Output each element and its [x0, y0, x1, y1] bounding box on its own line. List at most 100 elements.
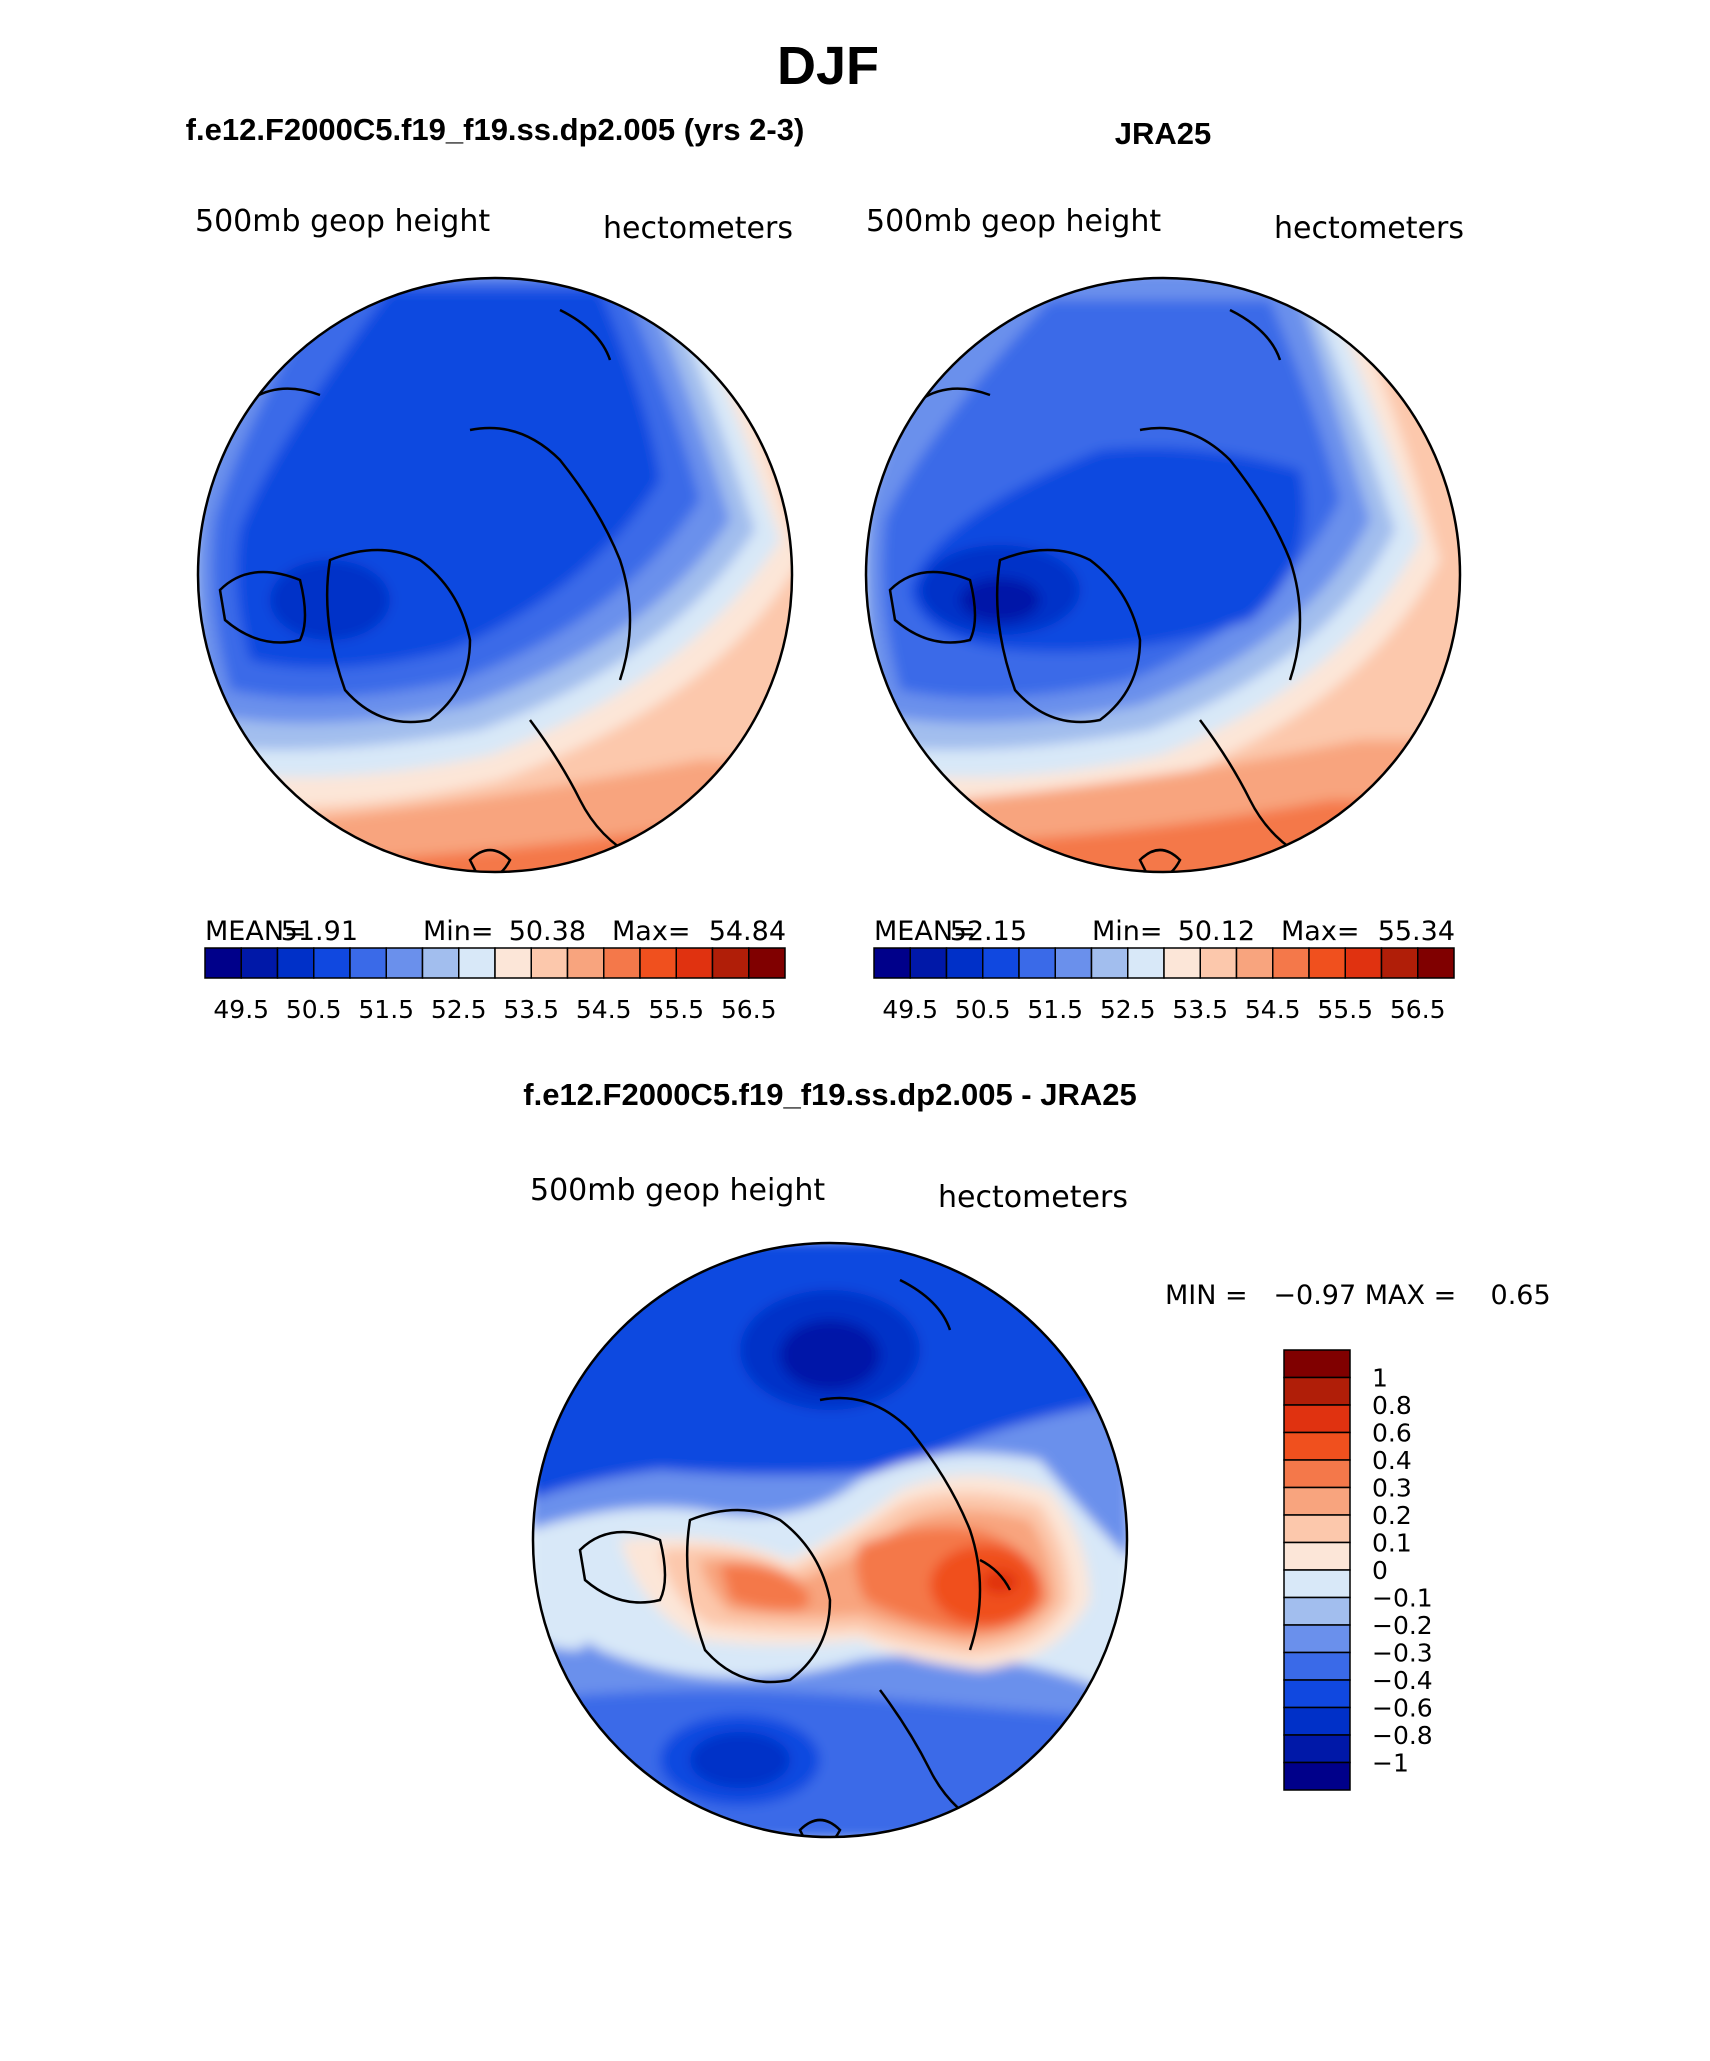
- colorbar-swatch: [1163, 947, 1201, 979]
- stats-min-value: 50.12: [1178, 916, 1255, 947]
- colorbar-swatch: [1283, 1404, 1351, 1434]
- stats-mean-label: MEAN=: [205, 916, 307, 947]
- colorbar-swatch: [1283, 1761, 1351, 1791]
- colorbar-tick-label: 0.3: [1372, 1474, 1412, 1503]
- stats-max-value: 54.84: [709, 916, 786, 947]
- colorbar-tick-label: 0.4: [1372, 1446, 1412, 1475]
- colorbar-swatch: [675, 947, 714, 979]
- colorbar-swatch: [421, 947, 460, 979]
- panel-header-model: f.e12.F2000C5.f19_f19.ss.dp2.005 (yrs 2-…: [186, 112, 805, 147]
- colorbar-swatch: [1235, 947, 1274, 979]
- stats-min-label: Min=: [1092, 916, 1163, 947]
- colorbar-swatch: [240, 947, 279, 979]
- colorbar-swatch: [748, 947, 786, 979]
- colorbar-tick-label: 55.5: [1317, 995, 1373, 1024]
- right-label-obs: hectometers: [1274, 211, 1464, 246]
- colorbar-swatch: [494, 947, 532, 979]
- colorbar-tick-label: −0.4: [1372, 1666, 1433, 1695]
- stats-obs: MEAN= 52.15 Min= 50.12 Max= 55.34: [874, 916, 1455, 947]
- colorbar-swatch: [1272, 947, 1310, 979]
- colorbar-tick-label: 54.5: [576, 995, 632, 1024]
- left-label-diff: 500mb geop height: [530, 1173, 825, 1208]
- colorbar-swatch: [566, 947, 605, 979]
- panel-header-obs: JRA25: [1115, 116, 1212, 151]
- colorbar-tick-label: −0.3: [1372, 1639, 1433, 1668]
- colorbar-tick-label: 0: [1372, 1556, 1388, 1585]
- colorbar-tick-label: 50.5: [955, 995, 1011, 1024]
- colorbar-diff: 10.80.60.40.30.20.10−0.1−0.2−0.3−0.4−0.6…: [1283, 1349, 1433, 1791]
- colorbar-swatch: [1283, 1679, 1351, 1709]
- map-model: [196, 276, 794, 874]
- colorbar-swatch: [1054, 947, 1093, 979]
- stats-model: MEAN= 51.91 Min= 50.38 Max= 54.84: [205, 916, 786, 947]
- colorbar-tick-label: −1: [1372, 1749, 1409, 1778]
- stats-mean-value: 51.91: [281, 916, 358, 947]
- colorbar-swatch: [1283, 1431, 1351, 1461]
- colorbar-obs: 49.5 50.5 51.5 52.5 53.5 54.5 55.5 56.5: [873, 947, 1455, 1024]
- stats-max-label: Max=: [1281, 916, 1359, 947]
- colorbar-swatch: [1127, 947, 1165, 979]
- stats-min-value: 50.38: [509, 916, 586, 947]
- colorbar-tick-label: 55.5: [648, 995, 704, 1024]
- colorbar-tick-label: 53.5: [1172, 995, 1228, 1024]
- main-title: DJF: [777, 36, 879, 96]
- colorbar-tick-label: 52.5: [431, 995, 487, 1024]
- colorbar-swatch: [385, 947, 424, 979]
- colorbar-tick-label: 0.2: [1372, 1501, 1412, 1530]
- colorbar-swatch: [711, 947, 750, 979]
- right-label-diff: hectometers: [938, 1180, 1128, 1215]
- colorbar-swatch: [1283, 1596, 1351, 1626]
- colorbar-swatch: [1283, 1514, 1351, 1544]
- colorbar-swatch: [530, 947, 569, 979]
- stats-max-label: Max=: [612, 916, 690, 947]
- stats-mean-value: 52.15: [950, 916, 1027, 947]
- colorbar-swatch: [639, 947, 677, 979]
- colorbar-model: 49.5 50.5 51.5 52.5 53.5 54.5 55.5 56.5: [204, 947, 786, 1024]
- diff-minmax: MIN = −0.97 MAX = 0.65: [1165, 1280, 1551, 1311]
- colorbar-swatch: [276, 947, 315, 979]
- colorbar-swatch: [909, 947, 948, 979]
- colorbar-tick-label: 0.8: [1372, 1391, 1412, 1420]
- colorbar-swatch: [1283, 1541, 1351, 1571]
- colorbar-swatch: [1090, 947, 1129, 979]
- left-label-obs: 500mb geop height: [866, 204, 1161, 239]
- colorbar-swatch: [204, 947, 242, 979]
- colorbar-swatch: [1283, 1706, 1351, 1736]
- colorbar-tick-label: 54.5: [1245, 995, 1301, 1024]
- colorbar-tick-label: −0.2: [1372, 1611, 1433, 1640]
- colorbar-swatch: [1283, 1486, 1351, 1516]
- colorbar-swatch: [313, 947, 351, 979]
- colorbar-swatch: [1018, 947, 1056, 979]
- colorbar-tick-label: 49.5: [882, 995, 938, 1024]
- map-diff: [531, 1241, 1129, 1839]
- map-obs: [864, 276, 1462, 874]
- colorbar-tick-label: 51.5: [358, 995, 414, 1024]
- stats-min-label: Min=: [423, 916, 494, 947]
- colorbar-tick-label: −0.8: [1372, 1721, 1433, 1750]
- colorbar-swatch: [873, 947, 911, 979]
- colorbar-tick-label: 56.5: [1390, 995, 1446, 1024]
- colorbar-tick-label: 51.5: [1027, 995, 1083, 1024]
- stats-max-value: 55.34: [1378, 916, 1455, 947]
- colorbar-swatch: [603, 947, 641, 979]
- colorbar-swatch: [1308, 947, 1346, 979]
- stats-mean-label: MEAN=: [874, 916, 976, 947]
- colorbar-swatch: [1283, 1459, 1351, 1489]
- colorbar-tick-label: −0.1: [1372, 1584, 1433, 1613]
- colorbar-swatch: [1283, 1624, 1351, 1654]
- colorbar-swatch: [1380, 947, 1419, 979]
- left-label-model: 500mb geop height: [195, 204, 490, 239]
- colorbar-tick-label: −0.6: [1372, 1694, 1433, 1723]
- colorbar-swatch: [1283, 1569, 1351, 1599]
- colorbar-swatch: [1283, 1734, 1351, 1764]
- colorbar-swatch: [1344, 947, 1383, 979]
- colorbar-tick-label: 49.5: [213, 995, 269, 1024]
- colorbar-swatch: [458, 947, 496, 979]
- colorbar-swatch: [349, 947, 387, 979]
- colorbar-swatch: [945, 947, 984, 979]
- colorbar-swatch: [982, 947, 1020, 979]
- colorbar-swatch: [1417, 947, 1455, 979]
- colorbar-tick-label: 52.5: [1100, 995, 1156, 1024]
- colorbar-tick-label: 0.6: [1372, 1419, 1412, 1448]
